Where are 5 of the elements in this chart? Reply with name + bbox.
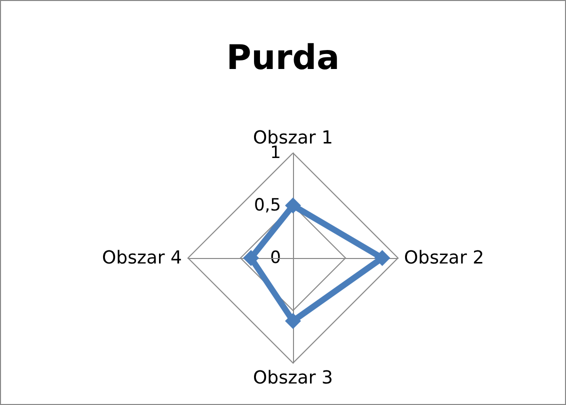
spoke-label: Obszar 4	[102, 248, 182, 268]
y-tick-label: 0,5	[254, 196, 281, 216]
spoke-label: Obszar 2	[404, 248, 484, 268]
spoke-label: Obszar 3	[252, 368, 334, 388]
chart-title: Purda	[226, 38, 340, 78]
